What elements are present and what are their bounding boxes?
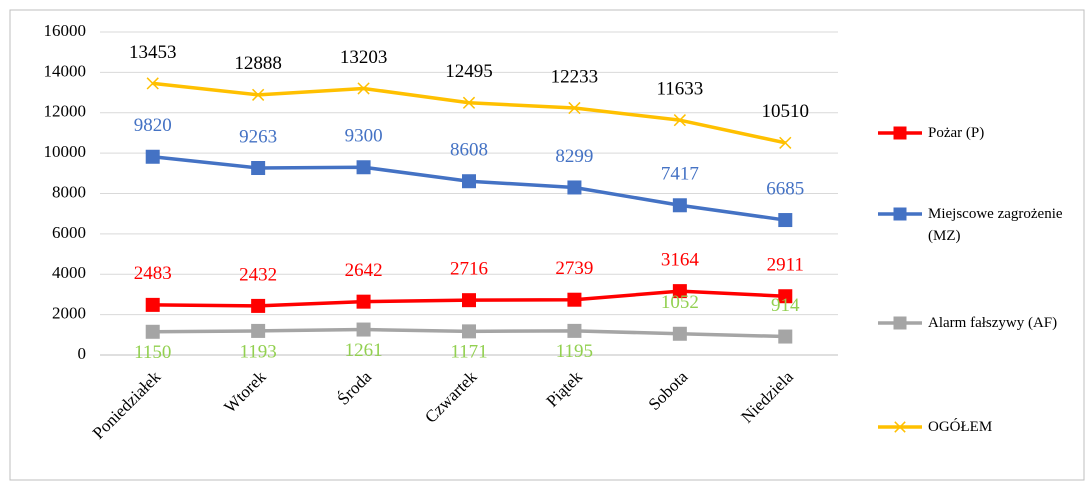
marker bbox=[145, 297, 160, 312]
data-label: 1150 bbox=[134, 342, 171, 363]
marker bbox=[567, 180, 582, 195]
marker bbox=[356, 160, 371, 175]
y-tick-label: 8000 bbox=[52, 182, 86, 201]
marker bbox=[462, 324, 476, 339]
y-tick-label: 0 bbox=[78, 344, 87, 363]
data-label: 13453 bbox=[129, 42, 177, 63]
marker bbox=[894, 421, 906, 433]
y-tick-label: 2000 bbox=[52, 304, 86, 323]
data-label: 2483 bbox=[134, 263, 172, 284]
data-label: 2716 bbox=[450, 259, 488, 280]
chart-border bbox=[9, 9, 1085, 481]
marker bbox=[672, 198, 687, 213]
marker bbox=[357, 82, 370, 95]
data-label: 1171 bbox=[450, 342, 487, 363]
legend-label: Miejscowe zagrożenie (MZ) bbox=[928, 206, 1063, 244]
legend-label: OGÓŁEM bbox=[928, 419, 993, 435]
legend-label: Alarm fałszywy (AF) bbox=[928, 315, 1058, 331]
data-label: 10510 bbox=[762, 101, 810, 122]
data-label: 1052 bbox=[661, 292, 699, 313]
y-tick-label: 12000 bbox=[44, 102, 87, 121]
marker bbox=[251, 323, 266, 338]
data-label: 1193 bbox=[239, 341, 276, 362]
marker bbox=[462, 293, 476, 308]
marker bbox=[462, 96, 476, 109]
marker bbox=[145, 149, 160, 164]
y-tick-label: 16000 bbox=[44, 21, 87, 40]
marker bbox=[893, 126, 907, 140]
data-label: 9300 bbox=[345, 126, 383, 147]
y-tick-label: 10000 bbox=[44, 142, 87, 161]
marker bbox=[673, 114, 686, 127]
y-tick-label: 4000 bbox=[52, 263, 86, 282]
data-label: 914 bbox=[771, 295, 800, 316]
marker bbox=[568, 101, 581, 115]
marker bbox=[778, 289, 793, 304]
marker bbox=[778, 213, 793, 228]
data-label: 2642 bbox=[345, 260, 383, 281]
legend-label: Pożar (P) bbox=[928, 125, 985, 141]
marker bbox=[462, 174, 476, 189]
marker bbox=[146, 77, 159, 90]
marker bbox=[356, 294, 371, 309]
data-label: 12233 bbox=[551, 66, 599, 87]
data-label: 2911 bbox=[767, 255, 804, 276]
data-label: 3164 bbox=[661, 249, 700, 270]
data-label: 7417 bbox=[661, 164, 699, 185]
marker bbox=[567, 323, 582, 338]
marker bbox=[672, 284, 687, 299]
marker bbox=[893, 316, 907, 330]
marker bbox=[251, 298, 266, 313]
marker bbox=[252, 88, 265, 101]
data-label: 12888 bbox=[234, 53, 282, 74]
marker bbox=[251, 161, 266, 176]
data-label: 6685 bbox=[766, 178, 804, 199]
data-label: 2432 bbox=[239, 264, 277, 285]
data-label: 1261 bbox=[345, 340, 383, 361]
marker bbox=[567, 292, 582, 307]
marker bbox=[893, 207, 907, 221]
data-label: 8299 bbox=[555, 146, 593, 167]
data-label: 8608 bbox=[450, 140, 488, 161]
y-tick-label: 6000 bbox=[52, 223, 86, 242]
data-label: 2739 bbox=[555, 258, 593, 279]
data-label: 9263 bbox=[239, 126, 277, 147]
y-tick-label: 14000 bbox=[44, 61, 87, 80]
data-label: 9820 bbox=[134, 115, 172, 136]
data-label: 1195 bbox=[556, 341, 593, 362]
marker bbox=[145, 324, 160, 339]
marker bbox=[778, 329, 793, 344]
data-label: 11633 bbox=[656, 79, 703, 100]
marker bbox=[672, 326, 687, 341]
data-label: 13203 bbox=[340, 47, 388, 68]
marker bbox=[779, 136, 792, 149]
marker bbox=[356, 322, 371, 337]
data-label: 12495 bbox=[445, 61, 493, 82]
